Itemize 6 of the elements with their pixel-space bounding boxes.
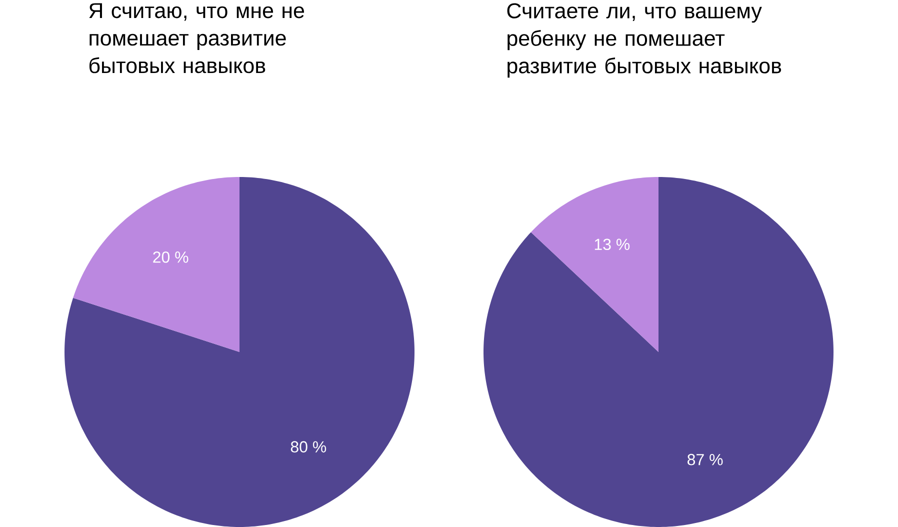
data-label: 80 % bbox=[290, 441, 326, 452]
data-label: 87 % bbox=[688, 454, 723, 466]
chart-title: Я считаю, что мне не помешает развитие бытовых навыков bbox=[89, 3, 304, 74]
chart-title: Считаете ли, что вашему ребенку не помешает развитие бытовых навыков bbox=[507, 3, 782, 78]
data-label: 13 % bbox=[594, 238, 630, 250]
data-label: 20 % bbox=[153, 251, 188, 263]
